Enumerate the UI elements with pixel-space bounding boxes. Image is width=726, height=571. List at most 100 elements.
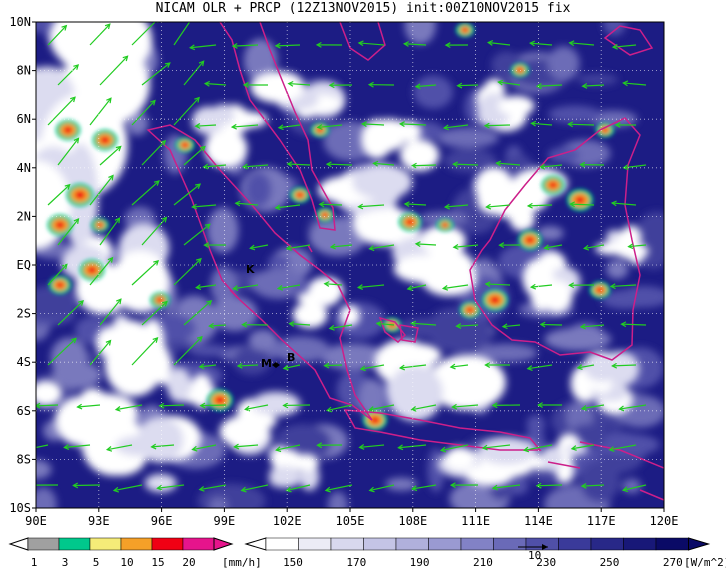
wind-vector xyxy=(411,322,437,326)
wind-vector xyxy=(141,217,167,246)
wind-vector xyxy=(531,284,553,288)
wind-vector xyxy=(205,82,227,86)
wind-vector-head xyxy=(203,80,210,87)
wind-vector xyxy=(528,204,553,207)
wind-vector-head xyxy=(204,223,211,230)
wind-vector xyxy=(232,44,259,47)
wind-vector xyxy=(453,244,479,248)
wind-vector-head xyxy=(231,43,238,49)
olr-mid-patch xyxy=(602,22,626,36)
coast-philippines xyxy=(603,25,654,56)
y-tick-label: 2S xyxy=(17,307,31,321)
wind-vector-head xyxy=(234,200,241,207)
wind-vector xyxy=(57,218,79,246)
wind-vector xyxy=(358,284,385,289)
wind-vector-head xyxy=(611,362,618,369)
wind-vector xyxy=(485,283,511,286)
wind-vector xyxy=(571,444,595,450)
wind-vector xyxy=(570,203,595,206)
wind-vector-head xyxy=(410,485,418,492)
wind-vector xyxy=(568,123,595,126)
wind-vector xyxy=(412,484,437,490)
wind-vector-head xyxy=(73,217,80,224)
wind-vector xyxy=(131,337,158,366)
wind-vector xyxy=(610,284,637,288)
wind-vector xyxy=(623,164,647,169)
wind-vector xyxy=(243,164,269,168)
wind-vector xyxy=(192,444,217,451)
wind-vector-head xyxy=(114,217,121,224)
wind-vector-head xyxy=(152,337,159,343)
olr-colorbar-label: 210 xyxy=(473,556,493,569)
wind-vector xyxy=(492,484,521,489)
wind-vector xyxy=(619,404,647,410)
wind-vector xyxy=(613,44,637,48)
precip-cell-core xyxy=(322,212,328,218)
wind-vector-head xyxy=(368,245,375,252)
olr-cloud-patch xyxy=(251,391,301,417)
wind-vector-head xyxy=(398,364,406,371)
wind-vector-head xyxy=(444,42,451,49)
wind-vector xyxy=(173,336,203,366)
precip-colorbar-left-cap xyxy=(8,537,29,551)
x-tick-label: 114E xyxy=(524,514,553,528)
wind-vector-head xyxy=(526,202,533,209)
olr-cloud-patch xyxy=(292,301,328,328)
wind-vector-head xyxy=(568,40,575,47)
wind-vector xyxy=(183,146,206,166)
olr-colorbar-unit: [W/m^2] xyxy=(684,556,726,569)
wind-vector xyxy=(577,364,595,369)
olr-mid-patch xyxy=(188,344,229,357)
wind-vector xyxy=(159,404,185,407)
wind-vector xyxy=(57,300,84,326)
olr-colorbar-swatch xyxy=(265,537,299,551)
wind-vector xyxy=(287,163,311,166)
wind-vector xyxy=(113,484,143,492)
coastlines xyxy=(146,22,664,501)
olr-mid-patch xyxy=(245,171,272,208)
precip-colorbar-label: 3 xyxy=(62,556,69,569)
wind-vector-head xyxy=(315,41,322,48)
wind-vector-head xyxy=(483,122,490,129)
olr-mid-patch xyxy=(36,487,57,508)
wind-vector xyxy=(609,444,637,451)
wind-vector-head xyxy=(410,406,417,412)
wind-vector-head xyxy=(620,321,627,328)
wind-vector-head xyxy=(160,139,167,146)
wind-vector-head xyxy=(576,364,583,371)
wind-vector-head xyxy=(325,161,332,168)
x-tick-label: 99E xyxy=(214,514,236,528)
olr-cloud-patch xyxy=(428,354,506,411)
wind-vector-head xyxy=(357,40,364,47)
wind-vector-head xyxy=(569,201,576,208)
wind-vector-head xyxy=(240,486,247,493)
olr-mid-patch xyxy=(536,226,564,241)
wind-vector-head xyxy=(191,445,198,452)
wind-vector-head xyxy=(61,24,68,31)
wind-vector xyxy=(450,364,469,368)
precip-cell-core xyxy=(370,416,380,424)
wind-vector xyxy=(235,202,259,206)
wind-vector-head xyxy=(451,403,458,410)
wind-vector-head xyxy=(356,284,364,290)
x-tick-label: 108E xyxy=(398,514,427,528)
wind-vector xyxy=(524,444,553,451)
olr-mid-patch xyxy=(267,255,291,270)
precip-colorbar-label: 20 xyxy=(182,556,195,569)
wind-vector-head xyxy=(161,216,168,223)
wind-vector xyxy=(278,124,301,129)
wind-vector-head xyxy=(609,283,616,290)
precip-cell-core xyxy=(406,219,414,225)
precip-cell-core xyxy=(63,126,73,134)
wind-vector xyxy=(456,324,479,327)
wind-vector xyxy=(359,444,385,448)
wind-vector-head xyxy=(150,443,157,450)
precip-colorbar-label: 15 xyxy=(151,556,164,569)
wind-vector-head xyxy=(567,121,574,128)
olr-mid-patch xyxy=(579,460,620,503)
olr-cloud-patch xyxy=(564,443,589,456)
wind-vector xyxy=(283,364,301,370)
wind-vector xyxy=(196,284,217,289)
wind-vector xyxy=(47,184,71,206)
wind-vector-head xyxy=(579,323,586,330)
